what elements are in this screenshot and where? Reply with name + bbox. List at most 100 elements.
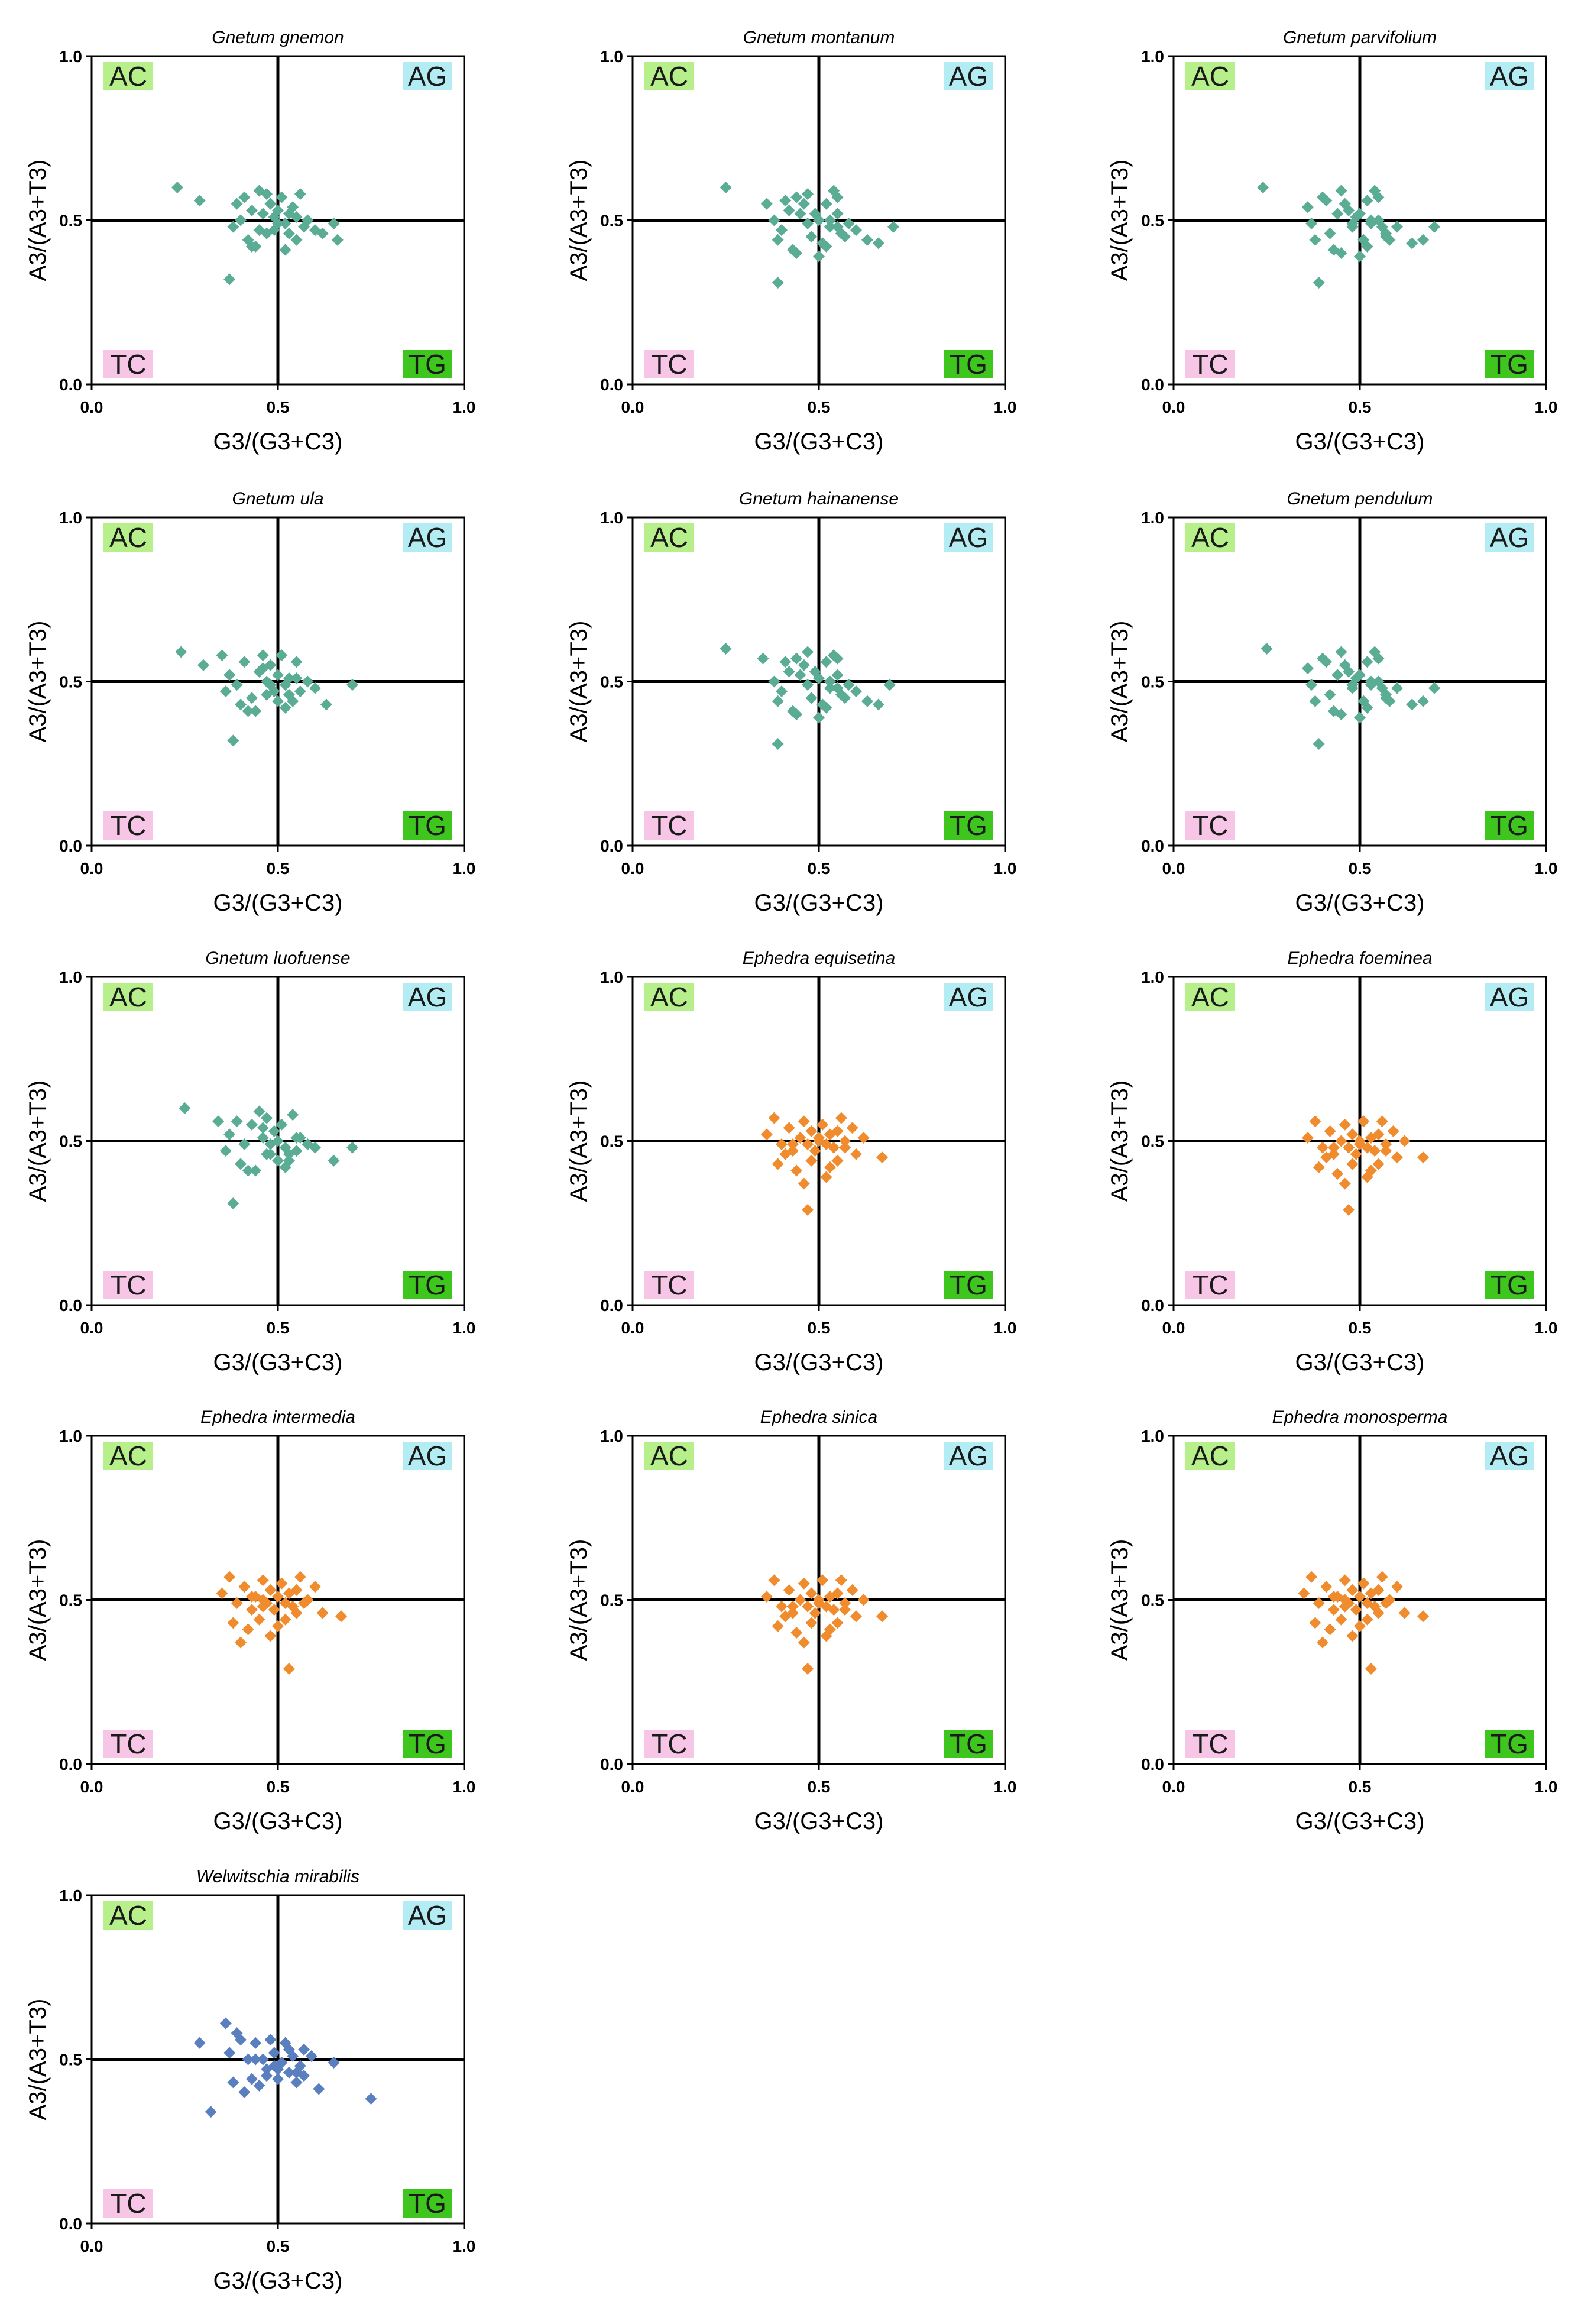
quadrant-label-ac-bg: [103, 62, 153, 90]
data-point: [257, 1122, 269, 1134]
data-point: [1335, 1135, 1347, 1147]
y-tick-label: 0.5: [1141, 1591, 1164, 1610]
data-point: [1372, 1128, 1385, 1141]
data-point: [290, 1584, 303, 1596]
data-point: [828, 1604, 840, 1616]
data-point: [272, 1590, 284, 1603]
data-point: [231, 2027, 243, 2040]
data-point: [831, 1154, 844, 1167]
quadrant-label-tg: TG: [409, 349, 446, 380]
data-point: [1354, 1620, 1366, 1632]
data-point: [1391, 682, 1403, 694]
data-point: [843, 679, 855, 691]
x-tick-label: 0.5: [267, 2237, 290, 2255]
data-point: [193, 2037, 206, 2049]
y-axis-label: A3/(A3+T3): [25, 160, 51, 281]
x-tick-label: 0.5: [267, 1319, 290, 1337]
x-tick-label: 0.0: [80, 1778, 103, 1796]
data-point: [1327, 1141, 1340, 1154]
panel: Ephedra foeminea AC AG TC TG 0.0 0.0 0.5 0.5 1.0 1…: [1107, 949, 1557, 1375]
data-point: [365, 2093, 377, 2105]
data-point: [1298, 1587, 1310, 1600]
data-point: [1335, 1613, 1347, 1626]
data-point: [320, 698, 332, 711]
x-tick-label: 1.0: [453, 2237, 476, 2255]
data-point: [839, 1135, 851, 1147]
data-point: [820, 240, 832, 253]
data-point: [175, 646, 187, 658]
data-point: [783, 1584, 795, 1596]
data-point: [794, 669, 806, 681]
data-point: [1346, 1584, 1359, 1596]
quadrant-label-ac-bg: [644, 983, 694, 1011]
quadrant-label-tc-bg: [644, 1730, 694, 1758]
quadrant-label-tc-bg: [644, 811, 694, 840]
data-point: [1365, 675, 1377, 688]
quadrant-label-tg-bg: [944, 350, 993, 378]
panel-title: Gnetum montanum: [743, 28, 895, 47]
data-point: [261, 1148, 273, 1160]
data-point: [276, 1577, 288, 1590]
data-point: [272, 669, 284, 681]
data-point: [268, 2060, 280, 2072]
data-point: [257, 208, 269, 220]
panel: Gnetum ula AC AG TC TG 0.0 0.0 0.5 0.5 1.0 1.0 G3/(…: [25, 489, 475, 916]
x-tick-label: 0.0: [621, 398, 644, 416]
data-point: [824, 221, 836, 233]
data-point: [1313, 737, 1325, 750]
x-axis-label: G3/(G3+C3): [1295, 890, 1425, 916]
data-point: [876, 1610, 889, 1623]
y-tick-label: 1.0: [600, 968, 623, 986]
data-point: [790, 191, 803, 203]
data-point: [783, 1122, 795, 1134]
data-point: [813, 1597, 825, 1610]
data-point: [1339, 198, 1351, 210]
data-point: [1339, 1574, 1351, 1587]
quadrant-label-tg: TG: [950, 349, 987, 380]
data-point: [250, 2037, 262, 2049]
data-point: [276, 191, 288, 203]
quadrant-label-ag: AG: [408, 61, 447, 92]
y-axis-label: A3/(A3+T3): [566, 160, 592, 281]
data-point: [1301, 1131, 1314, 1144]
y-tick-label: 0.5: [600, 673, 623, 691]
data-point: [346, 679, 358, 691]
x-tick-label: 0.5: [808, 1319, 831, 1337]
data-point: [1354, 1138, 1366, 1151]
quadrant-label-tc-bg: [1185, 1271, 1235, 1299]
data-point: [790, 1627, 803, 1639]
quadrant-label-ag-bg: [944, 523, 993, 552]
data-point: [1309, 1617, 1321, 1629]
data-point: [1339, 1177, 1351, 1190]
data-point: [290, 656, 303, 668]
data-point: [245, 1118, 258, 1131]
data-point: [839, 1141, 851, 1154]
quadrant-label-ag: AG: [1490, 522, 1529, 553]
data-point: [831, 1587, 844, 1600]
x-tick-label: 1.0: [994, 859, 1017, 878]
quadrant-label-ac-bg: [103, 1901, 153, 1930]
panel-title: Gnetum hainanense: [739, 489, 899, 509]
y-tick-label: 0.5: [600, 1591, 623, 1610]
quadrant-label-tg-bg: [1485, 1730, 1534, 1758]
data-point: [861, 695, 873, 707]
quadrant-label-ac: AC: [650, 1441, 688, 1471]
data-point: [813, 711, 825, 724]
data-point: [205, 2106, 217, 2118]
data-point: [257, 1594, 269, 1606]
data-point: [245, 2073, 258, 2085]
data-point: [820, 701, 832, 714]
y-tick-label: 1.0: [1141, 968, 1164, 986]
data-point: [790, 247, 803, 259]
data-point: [231, 198, 243, 210]
quadrant-label-ac-bg: [644, 1442, 694, 1470]
quadrant-label-ac: AC: [1191, 1441, 1229, 1471]
data-point: [171, 182, 183, 193]
y-tick-label: 0.0: [1141, 1296, 1164, 1315]
data-point: [1357, 1577, 1370, 1590]
data-point: [272, 204, 284, 216]
quadrant-label-ac: AC: [1191, 982, 1229, 1012]
data-point: [786, 1138, 799, 1151]
data-point: [1343, 1204, 1355, 1216]
data-point: [272, 1620, 284, 1632]
